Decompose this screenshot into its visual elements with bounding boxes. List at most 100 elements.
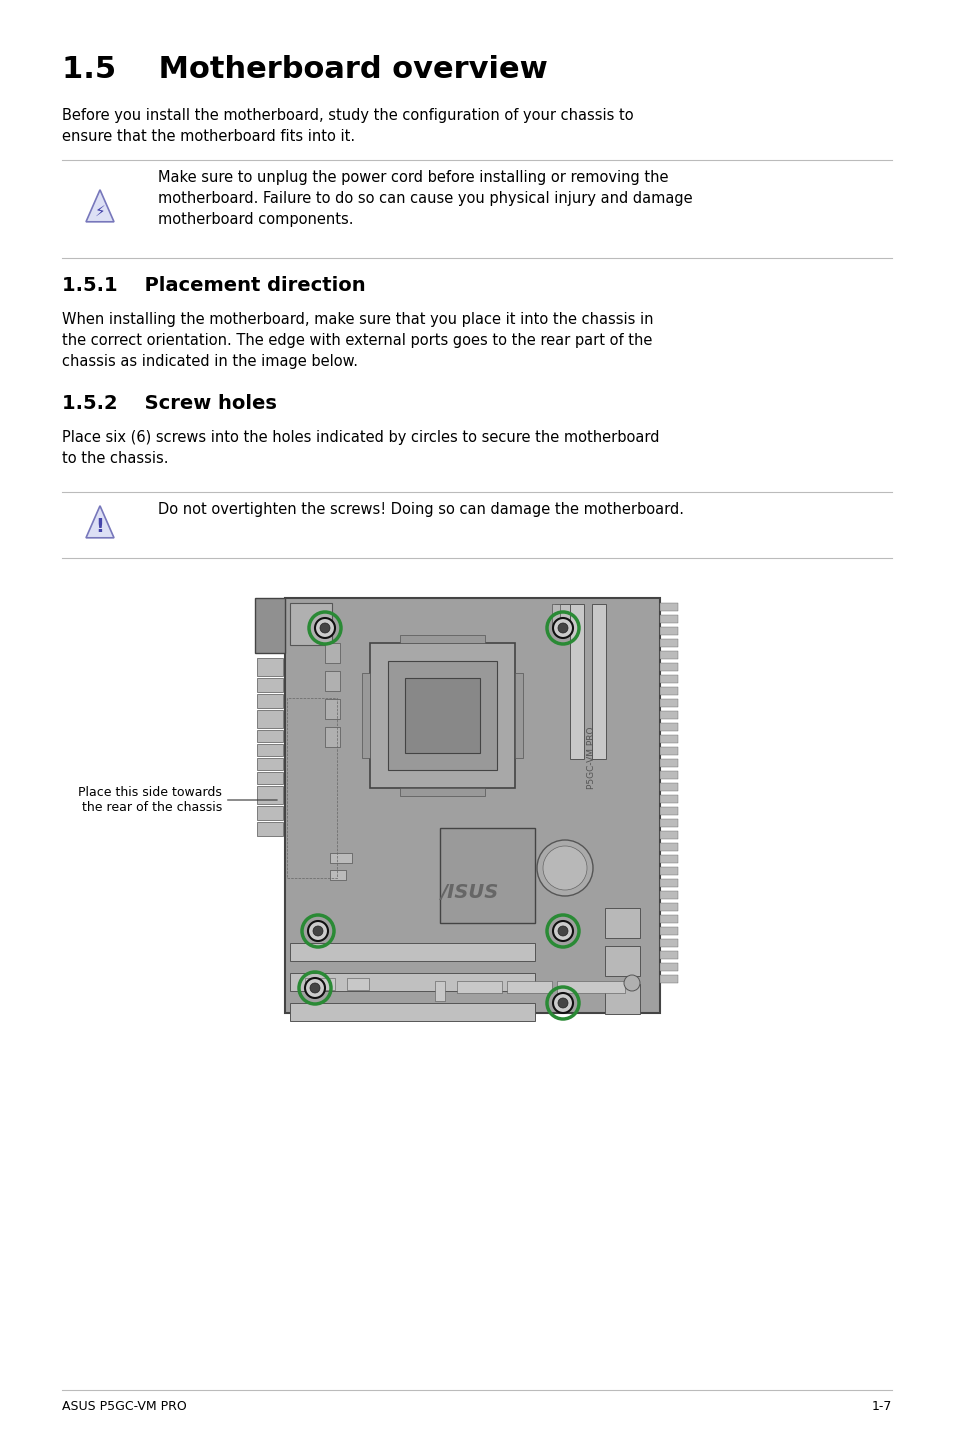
Bar	[659, 963, 678, 971]
Bar	[659, 674, 678, 683]
Bar	[256, 787, 283, 804]
Bar	[456, 981, 501, 994]
Bar	[659, 867, 678, 874]
Bar	[325, 643, 339, 663]
Circle shape	[314, 618, 335, 638]
Circle shape	[558, 998, 567, 1008]
Bar	[659, 723, 678, 731]
Bar	[659, 843, 678, 851]
Bar	[506, 981, 552, 994]
Bar	[290, 974, 535, 991]
Bar	[569, 604, 583, 759]
Bar	[659, 699, 678, 707]
Circle shape	[305, 978, 325, 998]
Bar	[256, 807, 283, 820]
Bar	[290, 603, 332, 646]
Bar	[290, 1002, 535, 1021]
Bar	[659, 915, 678, 923]
Bar	[439, 828, 535, 923]
Bar	[330, 870, 346, 880]
Text: ⚡: ⚡	[94, 204, 105, 219]
Bar	[659, 651, 678, 659]
Circle shape	[537, 840, 593, 896]
Bar	[659, 603, 678, 611]
Text: Place six (6) screws into the holes indicated by circles to secure the motherboa: Place six (6) screws into the holes indi…	[62, 430, 659, 466]
Bar	[256, 710, 283, 728]
Circle shape	[558, 926, 567, 936]
Bar	[325, 699, 339, 719]
Bar	[361, 673, 370, 758]
Bar	[659, 951, 678, 959]
Bar	[659, 627, 678, 636]
Bar	[659, 903, 678, 912]
Bar	[659, 771, 678, 779]
Bar	[290, 943, 535, 961]
Bar	[256, 743, 283, 756]
Bar	[256, 823, 283, 835]
Bar	[592, 604, 605, 759]
Text: 1.5    Motherboard overview: 1.5 Motherboard overview	[62, 55, 547, 83]
Bar	[256, 695, 283, 707]
Text: 1.5.1    Placement direction: 1.5.1 Placement direction	[62, 276, 365, 295]
Bar	[659, 735, 678, 743]
Bar	[659, 975, 678, 984]
Bar	[388, 661, 497, 769]
Bar	[256, 731, 283, 742]
Bar	[659, 784, 678, 791]
Bar	[659, 615, 678, 623]
Circle shape	[313, 926, 323, 936]
Bar	[604, 984, 639, 1014]
Circle shape	[623, 975, 639, 991]
Bar	[659, 687, 678, 695]
Text: P5GC-VM PRO: P5GC-VM PRO	[587, 726, 596, 789]
Bar	[305, 978, 335, 989]
Bar	[254, 598, 285, 653]
Bar	[659, 939, 678, 948]
Circle shape	[553, 618, 573, 638]
Bar	[557, 981, 624, 994]
Bar	[604, 907, 639, 938]
Bar	[347, 978, 369, 989]
Bar	[659, 879, 678, 887]
Circle shape	[553, 920, 573, 940]
Bar	[659, 928, 678, 935]
Bar	[399, 636, 484, 643]
Text: ASUS P5GC-VM PRO: ASUS P5GC-VM PRO	[62, 1401, 187, 1414]
Text: Do not overtighten the screws! Doing so can damage the motherboard.: Do not overtighten the screws! Doing so …	[158, 502, 683, 518]
Bar	[370, 643, 515, 788]
Bar	[287, 697, 336, 879]
Bar	[285, 598, 659, 1012]
Circle shape	[310, 984, 319, 994]
Circle shape	[553, 994, 573, 1012]
Bar	[256, 758, 283, 769]
Bar	[659, 807, 678, 815]
Bar	[659, 759, 678, 766]
Bar	[659, 663, 678, 672]
Bar	[659, 831, 678, 838]
Bar	[659, 638, 678, 647]
Bar	[325, 672, 339, 692]
Polygon shape	[86, 190, 113, 221]
Bar	[256, 659, 283, 676]
Bar	[515, 673, 522, 758]
Text: When installing the motherboard, make sure that you place it into the chassis in: When installing the motherboard, make su…	[62, 312, 653, 370]
Circle shape	[558, 623, 567, 633]
Text: Make sure to unplug the power cord before installing or removing the
motherboard: Make sure to unplug the power cord befor…	[158, 170, 692, 227]
Bar	[405, 677, 479, 754]
Bar	[325, 728, 339, 746]
Bar	[399, 788, 484, 797]
Bar	[552, 604, 559, 626]
Text: 1-7: 1-7	[871, 1401, 891, 1414]
Bar	[659, 820, 678, 827]
Bar	[659, 710, 678, 719]
Polygon shape	[86, 506, 113, 538]
Circle shape	[542, 846, 586, 890]
Text: Before you install the motherboard, study the configuration of your chassis to
e: Before you install the motherboard, stud…	[62, 108, 633, 144]
Bar	[555, 604, 577, 626]
Text: Place this side towards
the rear of the chassis: Place this side towards the rear of the …	[78, 787, 277, 814]
Bar	[256, 772, 283, 784]
Circle shape	[308, 920, 328, 940]
Text: !: !	[95, 518, 104, 536]
Text: /ISUS: /ISUS	[440, 883, 498, 903]
Bar	[256, 677, 283, 692]
